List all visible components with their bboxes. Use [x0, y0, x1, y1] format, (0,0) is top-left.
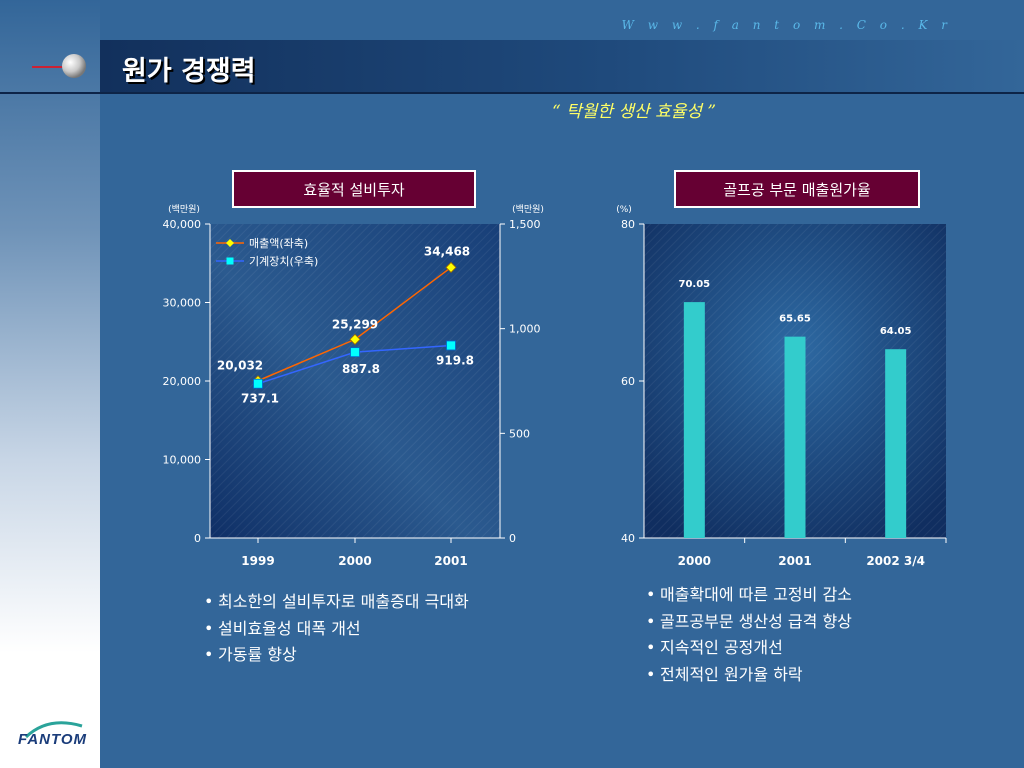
- bullet-item: • 지속적인 공정개선: [646, 634, 852, 661]
- bar-value-label: 65.65: [779, 314, 811, 325]
- line-chart-legend: 매출액(좌축) 기계장치(우축): [216, 237, 318, 268]
- bullet-item: • 설비효율성 대폭 개선: [204, 615, 469, 642]
- data-label: 20,032: [217, 359, 263, 373]
- bullet-text: 가동률 향상: [218, 645, 297, 664]
- data-label: 737.1: [241, 392, 279, 406]
- bar-x-tick-label: 2001: [778, 554, 811, 568]
- left-tick-label: 0: [194, 532, 201, 545]
- bullet-dot: •: [646, 638, 656, 657]
- fantom-logo-mark: [24, 721, 83, 739]
- bullet-text: 전체적인 원가율 하락: [660, 664, 803, 684]
- bar-y-tick-label: 60: [621, 375, 635, 388]
- bar: [885, 349, 907, 538]
- bar-chart-bars: 70.05 65.65 64.05: [679, 279, 912, 538]
- data-point: [445, 261, 457, 273]
- legend-label: 기계장치(우축): [249, 255, 318, 268]
- data-point: [350, 347, 360, 358]
- slide-subtitle: “ 탁월한 생산 효율성 ”: [552, 102, 717, 122]
- bullet-item: • 최소한의 설비투자로 매출증대 극대화: [204, 588, 469, 615]
- left-tick-label: 10,000: [163, 454, 202, 467]
- bar-value-label: 64.05: [880, 326, 912, 337]
- title-divider: [0, 92, 1024, 94]
- right-bullet-list: • 매출확대에 따른 고정비 감소 • 골프공부문 생산성 급격 향상 • 지속적인 공정…: [646, 581, 852, 687]
- line-chart-series: 20,032 25,299 34,468 737.1 887.8 919.8: [217, 244, 474, 405]
- line-chart-axes: 0 10,000 20,000 30,000 40,000 0 500 1,000 1,500 1…: [163, 218, 541, 568]
- sidebar-gradient: [0, 0, 100, 768]
- bullet-dot: •: [204, 592, 214, 611]
- left-tick-label: 30,000: [163, 297, 202, 310]
- bullet-dot: •: [204, 618, 214, 638]
- bar-axis-unit: (%): [616, 205, 632, 215]
- data-label: 25,299: [332, 317, 378, 331]
- sphere-icon: [32, 54, 86, 78]
- right-tick-label: 1,500: [509, 218, 541, 231]
- bar-y-tick-label: 40: [621, 532, 635, 545]
- x-tick-label: 2000: [338, 554, 371, 568]
- bullet-text: 설비효율성 대폭 개선: [218, 618, 361, 638]
- left-tick-label: 40,000: [163, 218, 202, 231]
- left-tick-label: 20,000: [163, 375, 202, 388]
- legend-label: 매출액(좌축): [249, 237, 308, 250]
- right-tick-label: 1,000: [509, 323, 541, 336]
- bullet-item: • 골프공부문 생산성 급격 향상: [646, 608, 852, 635]
- page-title: 원가 경쟁력: [122, 56, 256, 87]
- data-point: [253, 378, 263, 389]
- bullet-item: • 전체적인 원가율 하락: [646, 661, 852, 688]
- x-tick-label: 2001: [434, 554, 467, 568]
- bar-x-tick-label: 2002 3/4: [866, 554, 925, 568]
- bullet-item: • 매출확대에 따른 고정비 감소: [646, 581, 852, 608]
- bar-value-label: 70.05: [679, 279, 711, 290]
- title-bar: [100, 40, 1024, 92]
- bar-chart-axes: 40 60 80 2000 2001 2002 3/4: [621, 218, 947, 568]
- bar: [784, 336, 806, 538]
- right-chart-label: 골프공 부문 매출원가율: [674, 170, 920, 208]
- bullet-dot: •: [646, 611, 656, 631]
- website-url: W w w . f a n t o m . C o . K r: [621, 18, 952, 32]
- data-point: [446, 340, 456, 351]
- data-label: 887.8: [342, 362, 380, 376]
- x-tick-label: 1999: [241, 554, 274, 568]
- bullet-text: 매출확대에 따른 고정비 감소: [660, 585, 852, 604]
- left-chart-label: 효율적 설비투자: [232, 170, 476, 208]
- data-label: 34,468: [424, 244, 470, 258]
- left-bullet-list: • 최소한의 설비투자로 매출증대 극대화 • 설비효율성 대폭 개선 • 가동률 향상: [204, 588, 469, 668]
- right-axis-unit: (백만원): [512, 204, 544, 215]
- right-tick-label: 0: [509, 532, 516, 545]
- left-axis-unit: (백만원): [168, 204, 200, 215]
- legend-marker: [226, 257, 234, 265]
- data-point: [349, 333, 361, 345]
- bullet-item: • 가동률 향상: [204, 641, 469, 668]
- fantom-logo: FANTOM: [18, 731, 88, 748]
- legend-marker: [226, 239, 234, 247]
- bullet-dot: •: [204, 645, 214, 664]
- bullet-dot: •: [646, 664, 656, 684]
- line-chart: (백만원) (백만원) 0 10,000 20,000 30,000 40,000 0 50…: [163, 204, 544, 568]
- bar-x-tick-label: 2000: [678, 554, 711, 568]
- bullet-text: 최소한의 설비투자로 매출증대 극대화: [218, 592, 469, 611]
- data-label: 919.8: [436, 353, 474, 367]
- right-tick-label: 500: [509, 427, 530, 440]
- bar-chart: (%) 40 60 80 2000 2001 2002 3/4 70.05 65.65 64.…: [616, 205, 947, 568]
- bullet-text: 지속적인 공정개선: [660, 638, 783, 657]
- bullet-dot: •: [646, 585, 656, 604]
- bar: [683, 302, 705, 538]
- bar-y-tick-label: 80: [621, 218, 635, 231]
- bullet-text: 골프공부문 생산성 급격 향상: [660, 611, 852, 631]
